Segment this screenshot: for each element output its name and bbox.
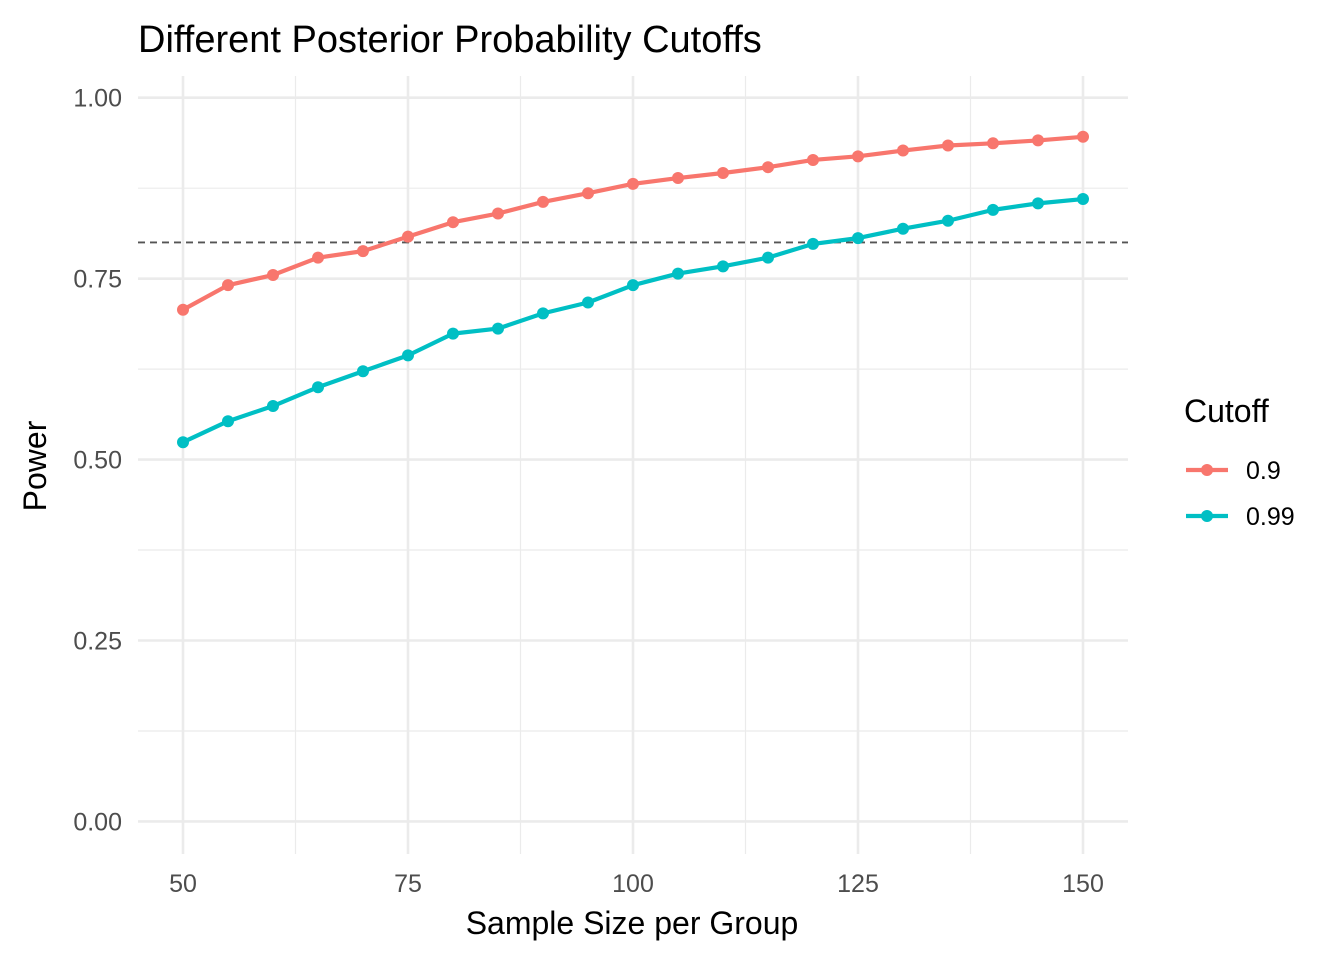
legend-label: 0.9 xyxy=(1246,457,1281,485)
x-tick-label: 100 xyxy=(612,870,654,898)
data-point xyxy=(357,365,369,378)
data-point xyxy=(627,177,639,190)
data-point xyxy=(312,251,324,264)
y-tick-label: 0.50 xyxy=(73,447,122,475)
data-point xyxy=(897,144,909,157)
data-point xyxy=(852,232,864,245)
legend: Cutoff 0.9 0.99 xyxy=(1184,393,1295,531)
data-point xyxy=(1032,197,1044,210)
legend-label: 0.99 xyxy=(1246,503,1295,531)
data-point xyxy=(807,237,819,250)
legend-title: Cutoff xyxy=(1184,393,1269,429)
x-tick-label: 75 xyxy=(394,870,422,898)
data-point xyxy=(717,166,729,179)
series-layer xyxy=(177,130,1089,449)
data-point xyxy=(177,303,189,316)
data-point xyxy=(1077,193,1089,206)
data-point xyxy=(672,172,684,185)
x-axis-title: Sample Size per Group xyxy=(466,905,799,941)
data-point xyxy=(492,322,504,335)
data-point xyxy=(267,400,279,413)
data-point xyxy=(762,161,774,174)
data-point xyxy=(402,349,414,362)
y-axis-title: Power xyxy=(17,420,53,511)
y-tick-label: 0.00 xyxy=(73,808,122,836)
data-point xyxy=(942,139,954,152)
data-point xyxy=(897,222,909,235)
y-tick-label: 0.75 xyxy=(73,266,122,294)
data-point xyxy=(717,260,729,273)
data-point xyxy=(582,296,594,309)
data-point xyxy=(852,150,864,163)
data-point xyxy=(312,381,324,394)
data-point xyxy=(447,327,459,340)
y-tick-label: 1.00 xyxy=(73,85,122,113)
tick-labels: 50 75 100 125 150 0.00 0.25 0.50 0.75 1.00 xyxy=(73,85,1104,898)
data-point xyxy=(582,187,594,200)
chart-title: Different Posterior Probability Cutoffs xyxy=(138,19,762,61)
data-point xyxy=(267,269,279,282)
data-point xyxy=(537,195,549,208)
data-point xyxy=(222,279,234,292)
data-point xyxy=(762,251,774,264)
y-tick-label: 0.25 xyxy=(73,628,122,656)
data-point xyxy=(447,216,459,229)
data-point xyxy=(987,137,999,150)
legend-key-point xyxy=(1201,464,1213,476)
data-point xyxy=(987,203,999,216)
x-tick-label: 125 xyxy=(837,870,879,898)
data-point xyxy=(492,207,504,220)
data-point xyxy=(807,153,819,166)
legend-keys: 0.9 0.99 xyxy=(1186,457,1295,531)
data-point xyxy=(1077,130,1089,143)
data-point xyxy=(942,214,954,227)
major-grid xyxy=(138,76,1128,854)
data-point xyxy=(627,279,639,292)
x-tick-label: 150 xyxy=(1062,870,1104,898)
data-point xyxy=(357,245,369,258)
data-point xyxy=(402,230,414,243)
data-point xyxy=(1032,134,1044,147)
data-point xyxy=(177,436,189,449)
data-point xyxy=(222,415,234,428)
data-point xyxy=(537,307,549,320)
data-point xyxy=(672,267,684,280)
x-tick-label: 50 xyxy=(169,870,197,898)
legend-key-point xyxy=(1201,510,1213,522)
